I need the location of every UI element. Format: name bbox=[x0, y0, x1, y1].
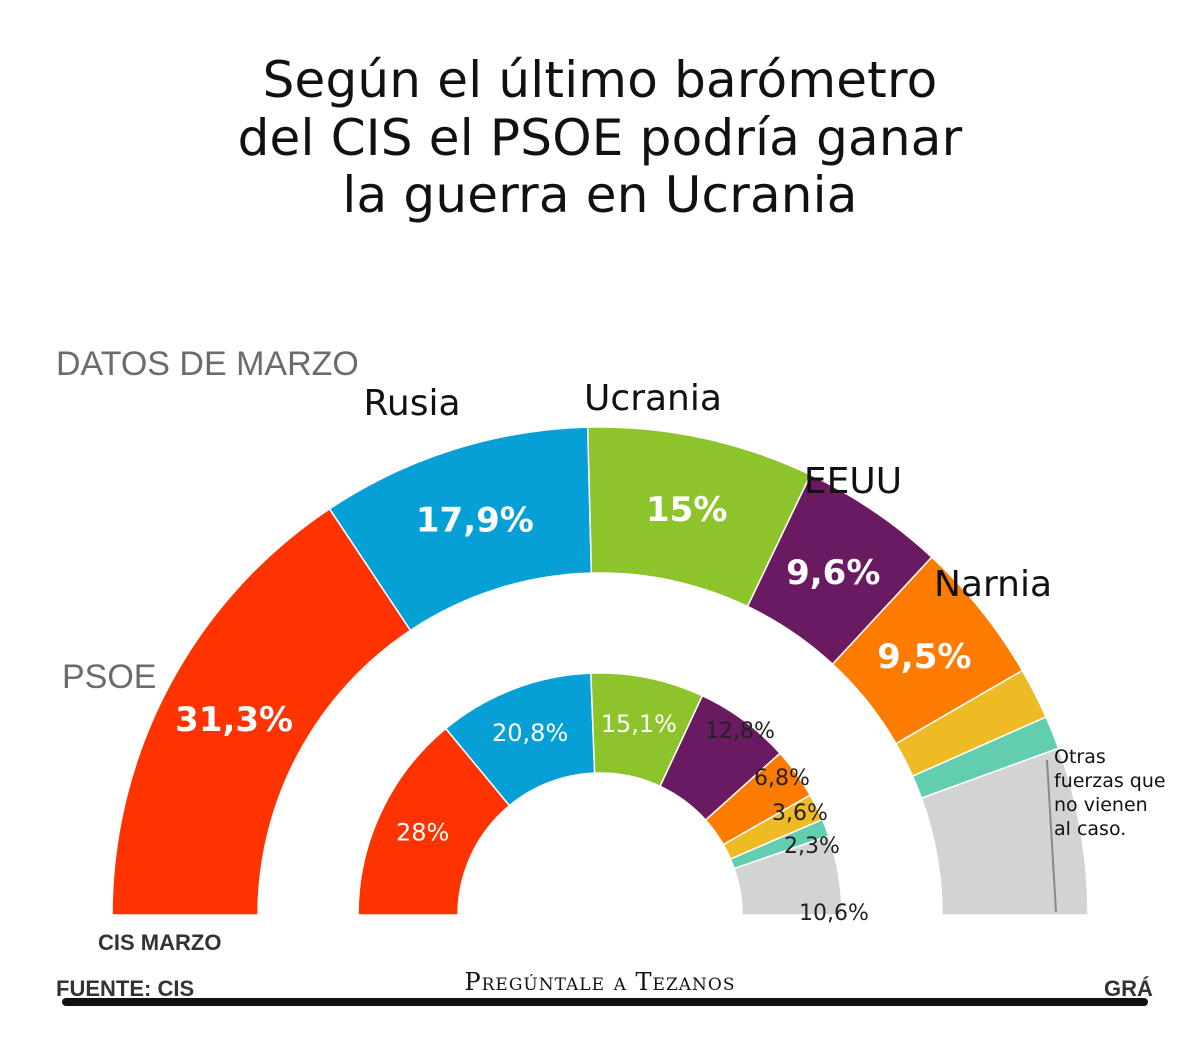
party-name-labels: PSOE Rusia Ucrania EEUU Narnia bbox=[62, 378, 1052, 696]
inner-value-label-6: 2,3% bbox=[784, 834, 840, 859]
inner-ring bbox=[357, 672, 843, 916]
inner-value-label-2: 15,1% bbox=[601, 710, 677, 738]
others-note-line-2: fuerzas que bbox=[1054, 770, 1166, 792]
party-name-3: EEUU bbox=[804, 461, 902, 502]
outer-slice-0 bbox=[111, 507, 412, 916]
caption-line-1: Según el último barómetro bbox=[262, 51, 938, 109]
chart-bottom-border bbox=[62, 998, 1148, 1006]
outer-value-label-2: 15% bbox=[646, 490, 727, 530]
meme-caption: Según el último barómetro del CIS el PSO… bbox=[0, 51, 1200, 225]
party-name-2: Ucrania bbox=[584, 378, 722, 419]
caption-line-3: la guerra en Ucrania bbox=[342, 166, 858, 224]
caption-line-2: del CIS el PSOE podría ganar bbox=[237, 108, 963, 167]
inner-value-label-4: 6,8% bbox=[754, 766, 810, 791]
inner-value-labels: 28% 20,8% 15,1% 12,8% 6,8% 3,6% 2,3% 10,6% bbox=[396, 710, 869, 926]
party-name-1: Rusia bbox=[363, 383, 460, 424]
outer-slice-7 bbox=[920, 747, 1089, 916]
outer-value-label-3: 9,6% bbox=[786, 553, 880, 593]
outer-value-label-4: 9,5% bbox=[877, 637, 971, 677]
outer-value-labels: 31,3% 17,9% 15% 9,6% 9,5% bbox=[175, 490, 971, 740]
outer-value-label-0: 31,3% bbox=[175, 700, 293, 740]
inner-value-label-1: 20,8% bbox=[492, 719, 568, 747]
others-note: Otras fuerzas que no vienen al caso. bbox=[1054, 746, 1172, 840]
others-bracket-line bbox=[1046, 759, 1057, 913]
party-name-4: Narnia bbox=[934, 564, 1052, 605]
outer-ring bbox=[111, 426, 1089, 916]
watermark: Pregúntale a Tezanos bbox=[464, 968, 735, 996]
header-label: DATOS DE MARZO bbox=[56, 345, 359, 383]
inner-value-label-0: 28% bbox=[396, 819, 449, 847]
others-note-line-3: no vienen bbox=[1054, 794, 1148, 816]
inner-slice-7 bbox=[733, 834, 843, 916]
party-name-0: PSOE bbox=[62, 658, 156, 696]
others-note-line-4: al caso. bbox=[1054, 818, 1126, 840]
others-note-line-1: Otras bbox=[1054, 746, 1106, 768]
outer-value-label-1: 17,9% bbox=[416, 500, 534, 540]
inner-value-label-3: 12,8% bbox=[705, 719, 775, 744]
cut-off-label: GRÁ bbox=[1104, 976, 1153, 1001]
inner-value-label-5: 3,6% bbox=[772, 801, 828, 826]
inner-value-label-7: 10,6% bbox=[799, 901, 869, 926]
inner-ring-label: CIS MARZO bbox=[98, 930, 221, 955]
source-label: FUENTE: CIS bbox=[56, 976, 194, 1001]
